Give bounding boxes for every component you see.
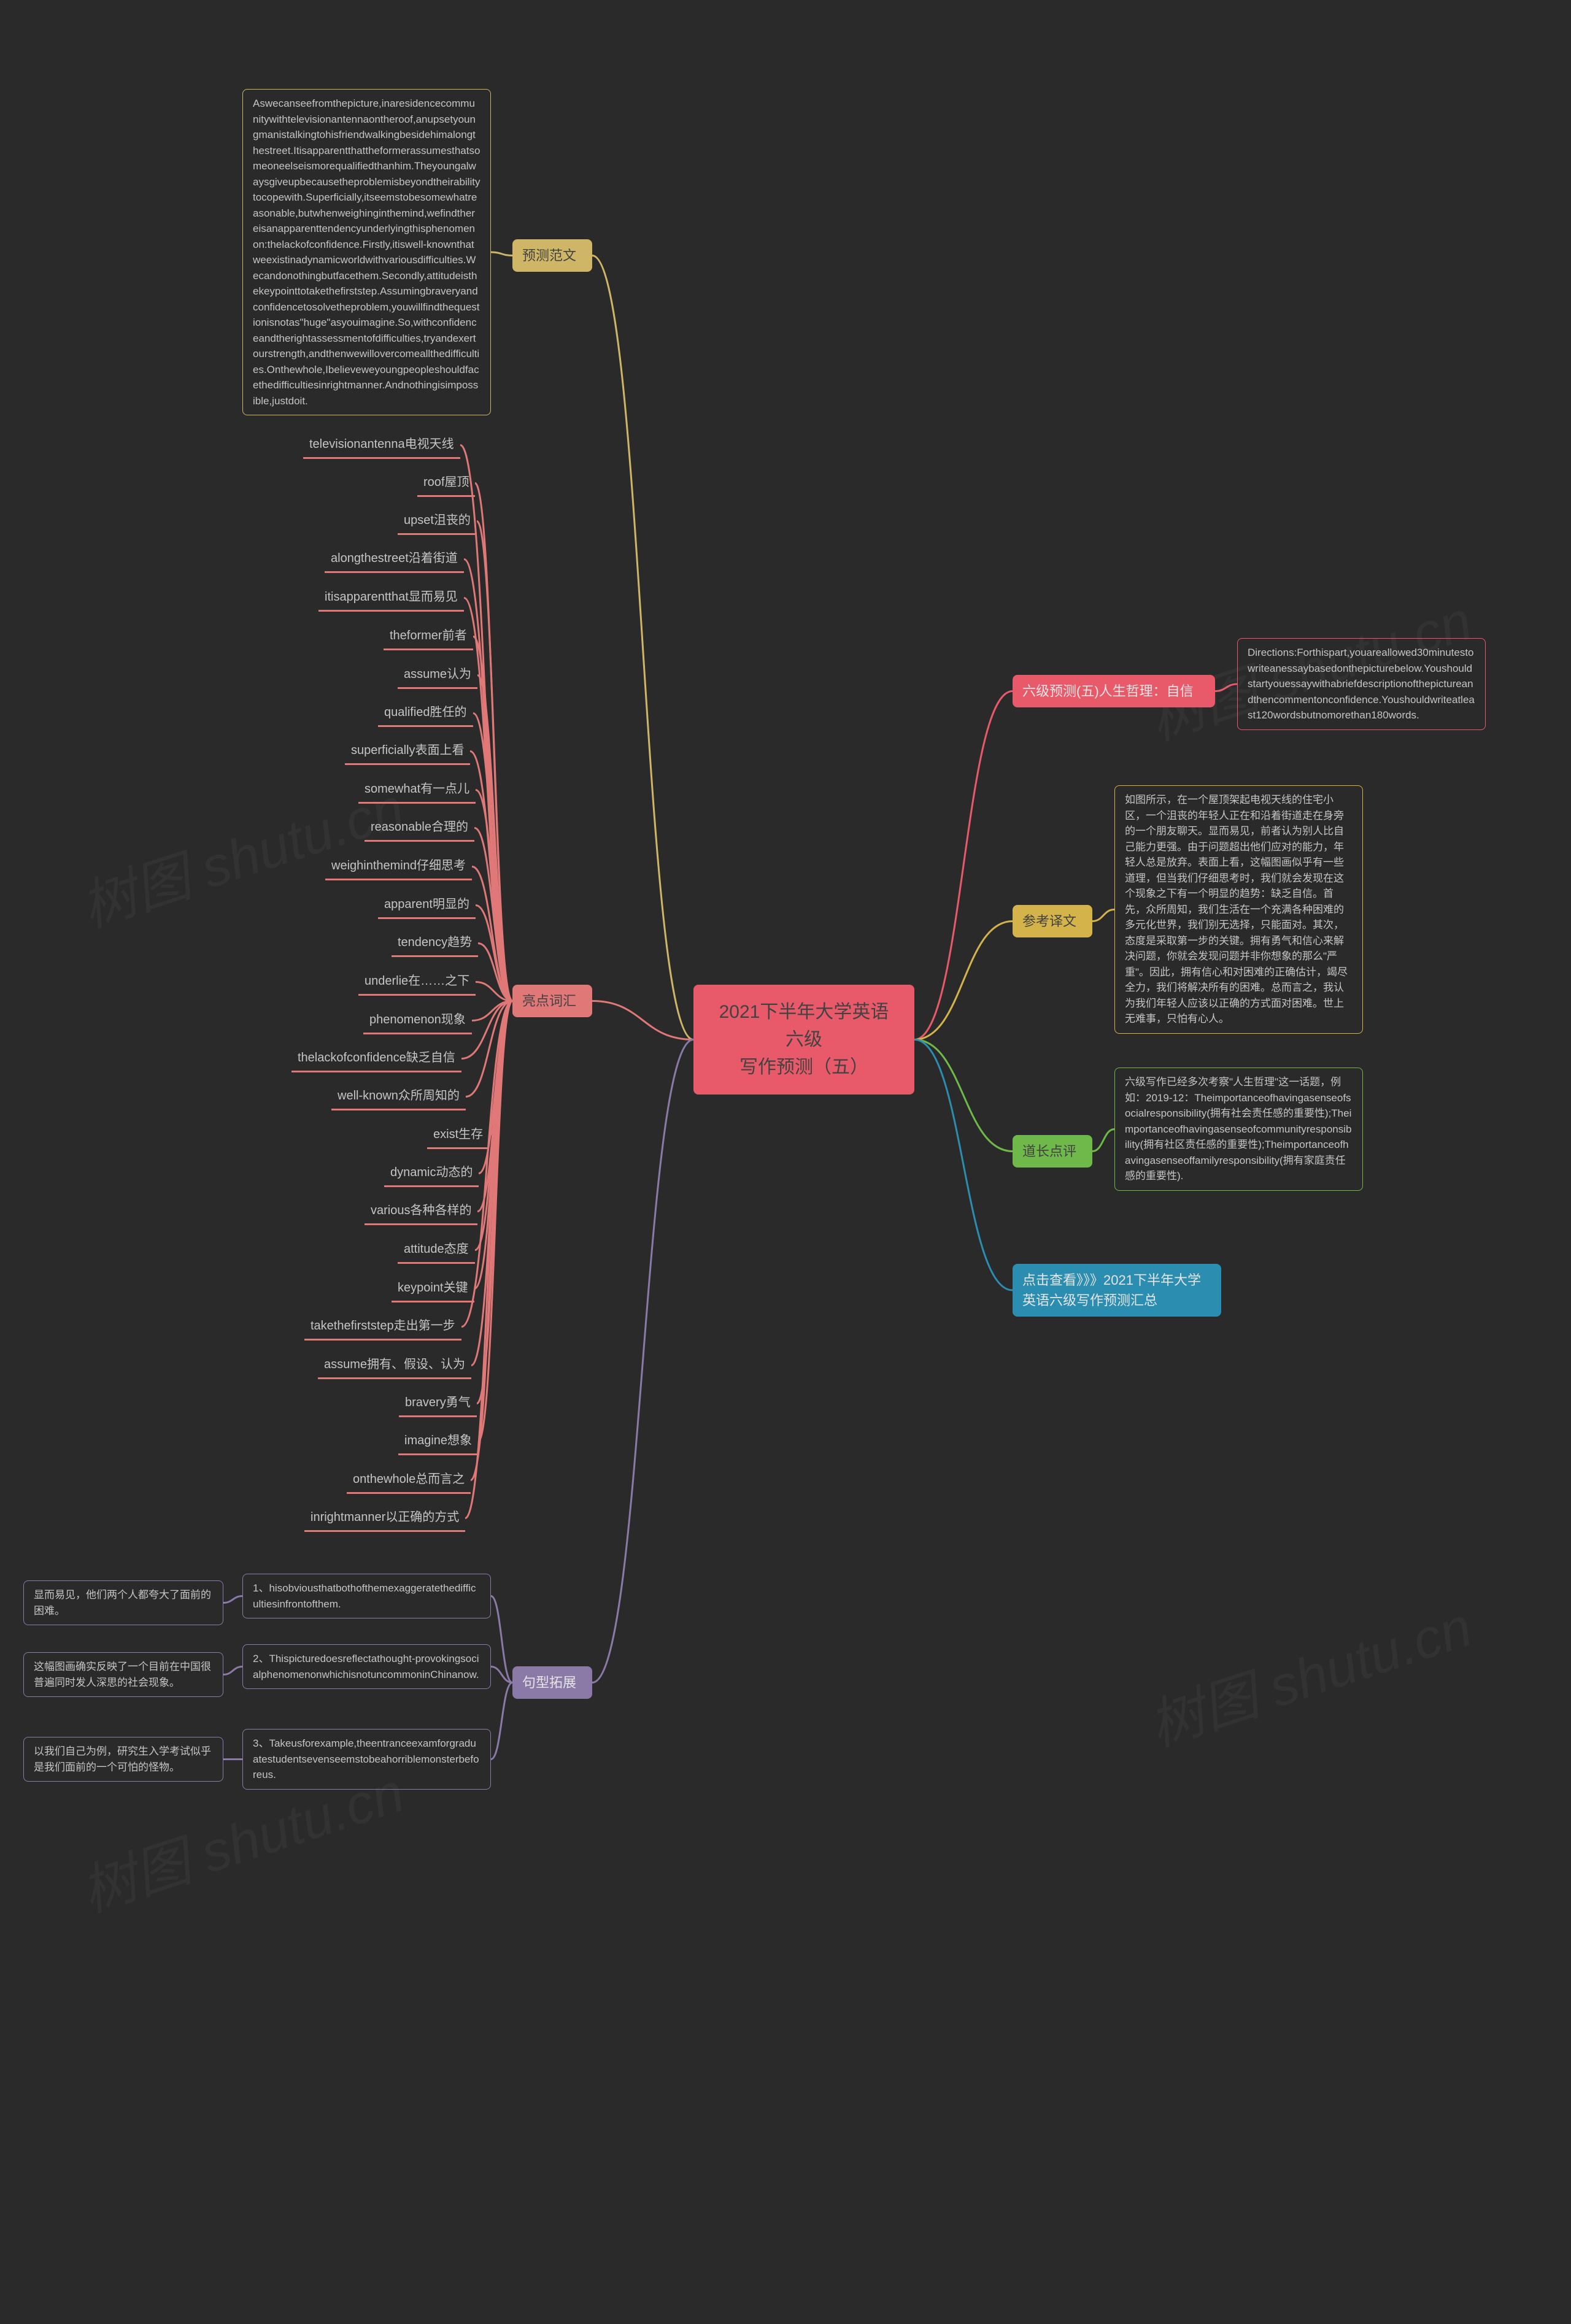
leaf-node: superficially表面上看 [345,737,470,765]
leaf-node: weighinthemind仔细思考 [325,853,472,880]
leaf-node: theformer前者 [384,623,473,650]
leaf-node: televisionantenna电视天线 [303,431,460,459]
leaf-node: 六级写作已经多次考察"人生哲理"这一话题，例如：2019-12：Theimpor… [1114,1068,1363,1191]
branch-b1[interactable]: 预测范文 [512,239,592,272]
branch-b6[interactable]: 道长点评 [1013,1135,1092,1168]
leaf-node: inrightmanner以正确的方式 [304,1504,465,1532]
leaf-node: apparent明显的 [378,891,476,919]
leaf-node: Directions:Forthispart,youareallowed30mi… [1237,638,1486,730]
leaf-node: thelackofconfidence缺乏自信 [291,1045,461,1072]
sub-leaf: 这幅图画确实反映了一个目前在中国很普遍同时发人深思的社会现象。 [23,1652,223,1697]
leaf-node: onthewhole总而言之 [347,1466,471,1494]
leaf-node: qualified胜任的 [378,699,473,727]
leaf-node: various各种各样的 [365,1198,477,1225]
leaf-node: keypoint关键 [392,1275,474,1302]
leaf-node: upset沮丧的 [398,507,477,535]
leaf-node: 3、Takeusforexample,theentranceexamforgra… [242,1729,491,1790]
sub-leaf: 显而易见，他们两个人都夸大了面前的困难。 [23,1580,223,1625]
leaf-node: bravery勇气 [399,1390,477,1417]
leaf-node: underlie在……之下 [358,968,476,996]
leaf-node: takethefirststep走出第一步 [304,1313,461,1341]
leaf-node: 1、hisobviousthatbothofthemexaggeratethed… [242,1574,491,1618]
leaf-node: tendency趋势 [392,929,478,957]
leaf-node: exist生存 [427,1122,489,1149]
branch-b7[interactable]: 点击查看》》》2021下半年大学英语六级写作预测汇总 [1013,1264,1221,1317]
leaf-node: dynamic动态的 [384,1160,479,1187]
branch-b4[interactable]: 六级预测(五)人生哲理：自信 [1013,675,1215,707]
center-node: 2021下半年大学英语六级 写作预测（五） [693,985,914,1095]
branch-b2[interactable]: 亮点词汇 [512,985,592,1017]
leaf-node: imagine想象 [398,1428,478,1455]
watermark: 树图 shutu.cn [1137,1582,1480,1761]
leaf-node: Aswecanseefromthepicture,inaresidencecom… [242,89,491,415]
leaf-node: itisapparentthat显而易见 [318,584,464,612]
branch-b3[interactable]: 句型拓展 [512,1666,592,1699]
leaf-node: 2、Thispicturedoesreflectathought-provoki… [242,1644,491,1689]
leaf-node: attitude态度 [398,1236,475,1264]
leaf-node: assume认为 [398,661,477,689]
sub-leaf: 以我们自己为例，研究生入学考试似乎是我们面前的一个可怕的怪物。 [23,1737,223,1782]
leaf-node: well-known众所周知的 [331,1083,466,1110]
leaf-node: roof屋顶 [417,469,475,497]
leaf-node: 如图所示，在一个屋顶架起电视天线的住宅小区，一个沮丧的年轻人正在和沿着街道走在身… [1114,785,1363,1034]
leaf-node: reasonable合理的 [365,814,474,842]
leaf-node: alongthestreet沿着街道 [325,545,464,573]
leaf-node: phenomenon现象 [363,1007,472,1034]
branch-b5[interactable]: 参考译文 [1013,905,1092,937]
leaf-node: assume拥有、假设、认为 [318,1352,471,1379]
leaf-node: somewhat有一点儿 [358,776,476,804]
